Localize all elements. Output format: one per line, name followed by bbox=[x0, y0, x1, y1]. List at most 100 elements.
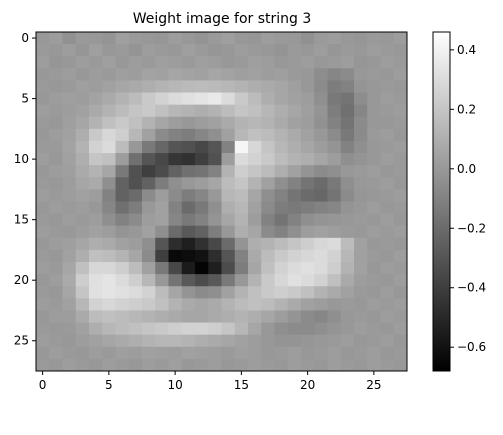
heatmap-cell bbox=[367, 80, 381, 93]
heatmap-cell bbox=[287, 104, 302, 118]
heatmap-cell bbox=[274, 128, 289, 142]
heatmap-cell bbox=[36, 128, 50, 142]
heatmap-cell bbox=[234, 346, 249, 360]
heatmap-cell bbox=[327, 92, 342, 106]
heatmap-cell bbox=[380, 32, 395, 45]
heatmap-cell bbox=[327, 80, 342, 93]
heatmap-cell bbox=[340, 80, 355, 93]
heatmap-cell bbox=[287, 189, 302, 202]
heatmap-cell bbox=[393, 358, 408, 372]
heatmap-cell bbox=[208, 128, 222, 142]
colorbar-tick-label: 0.2 bbox=[457, 102, 476, 116]
heatmap-cell bbox=[195, 177, 209, 190]
heatmap-cell bbox=[367, 128, 381, 142]
heatmap-cell bbox=[367, 189, 381, 202]
heatmap-cell bbox=[367, 237, 381, 251]
heatmap-cell bbox=[128, 92, 143, 106]
heatmap-cell bbox=[287, 128, 302, 142]
heatmap-cell bbox=[261, 213, 275, 227]
heatmap-cell bbox=[115, 80, 130, 93]
heatmap-cell bbox=[128, 140, 143, 154]
heatmap-cell bbox=[155, 249, 169, 263]
heatmap-cell bbox=[102, 274, 116, 287]
heatmap-cell bbox=[274, 346, 289, 360]
heatmap-cell bbox=[274, 116, 289, 130]
heatmap-cell bbox=[234, 298, 249, 311]
heatmap-cell bbox=[168, 68, 183, 81]
x-tick-label: 20 bbox=[300, 378, 315, 392]
heatmap-cell bbox=[181, 310, 196, 323]
heatmap-cell bbox=[261, 322, 275, 336]
heatmap-cell bbox=[314, 286, 328, 299]
heatmap-cell bbox=[89, 346, 103, 360]
heatmap-cell bbox=[354, 322, 368, 336]
heatmap-cell bbox=[340, 262, 355, 275]
heatmap-cell bbox=[36, 274, 50, 287]
heatmap-cell bbox=[168, 274, 183, 287]
heatmap-cell bbox=[393, 165, 408, 178]
heatmap-cell bbox=[261, 201, 275, 215]
colorbar-tick-label: 0.4 bbox=[457, 43, 476, 57]
heatmap-cell bbox=[195, 346, 209, 360]
heatmap-cell bbox=[168, 80, 183, 93]
heatmap-cell bbox=[340, 92, 355, 106]
heatmap-cell bbox=[274, 358, 289, 372]
heatmap-cell bbox=[301, 322, 315, 336]
heatmap-cell bbox=[89, 274, 103, 287]
heatmap-cell bbox=[155, 358, 169, 372]
heatmap-cell bbox=[314, 116, 328, 130]
heatmap-cell bbox=[274, 92, 289, 106]
heatmap-cell bbox=[208, 104, 222, 118]
heatmap-cell bbox=[115, 213, 130, 227]
heatmap-cell bbox=[142, 56, 156, 69]
heatmap-cell bbox=[301, 225, 315, 239]
heatmap-cell bbox=[274, 249, 289, 263]
heatmap-cell bbox=[155, 346, 169, 360]
heatmap-cell bbox=[49, 116, 63, 130]
heatmap-cell bbox=[115, 310, 130, 323]
heatmap-cell bbox=[367, 213, 381, 227]
heatmap-cell bbox=[354, 225, 368, 239]
heatmap-cell bbox=[234, 56, 249, 69]
heatmap-cell bbox=[195, 80, 209, 93]
heatmap-cell bbox=[36, 92, 50, 106]
heatmap-cell bbox=[75, 249, 90, 263]
heatmap-cell bbox=[181, 128, 196, 142]
heatmap-cell bbox=[234, 177, 249, 190]
heatmap-cell bbox=[49, 225, 63, 239]
heatmap-cell bbox=[221, 262, 236, 275]
heatmap-cell bbox=[195, 153, 209, 166]
heatmap-cell bbox=[49, 80, 63, 93]
heatmap-cell bbox=[367, 346, 381, 360]
heatmap-cell bbox=[195, 298, 209, 311]
heatmap-cell bbox=[115, 68, 130, 81]
heatmap-cell bbox=[274, 213, 289, 227]
heatmap-cell bbox=[75, 237, 90, 251]
heatmap-cell bbox=[314, 237, 328, 251]
heatmap-cell bbox=[301, 286, 315, 299]
heatmap-cell bbox=[274, 286, 289, 299]
heatmap-cell bbox=[168, 201, 183, 215]
heatmap-cell bbox=[367, 249, 381, 263]
colorbar-axis: 0.4 0.2 0.0 −0.2 −0.4 −0.6 bbox=[450, 43, 486, 354]
heatmap-cell bbox=[181, 237, 196, 251]
heatmap-cell bbox=[314, 92, 328, 106]
heatmap-cell bbox=[234, 44, 249, 57]
heatmap-cell bbox=[195, 322, 209, 336]
heatmap-cell bbox=[380, 322, 395, 336]
heatmap-cell bbox=[36, 177, 50, 190]
heatmap-cell bbox=[195, 116, 209, 130]
heatmap-cell bbox=[89, 44, 103, 57]
heatmap-cell bbox=[248, 104, 262, 118]
heatmap-cell bbox=[62, 201, 77, 215]
heatmap-cell bbox=[181, 177, 196, 190]
heatmap-cell bbox=[234, 104, 249, 118]
heatmap-cell bbox=[248, 177, 262, 190]
heatmap-cell bbox=[89, 189, 103, 202]
heatmap-cell bbox=[102, 213, 116, 227]
heatmap-cell bbox=[128, 322, 143, 336]
heatmap-cell bbox=[274, 225, 289, 239]
heatmap-cell bbox=[102, 334, 116, 348]
heatmap-cell bbox=[102, 153, 116, 166]
heatmap-cell bbox=[248, 225, 262, 239]
